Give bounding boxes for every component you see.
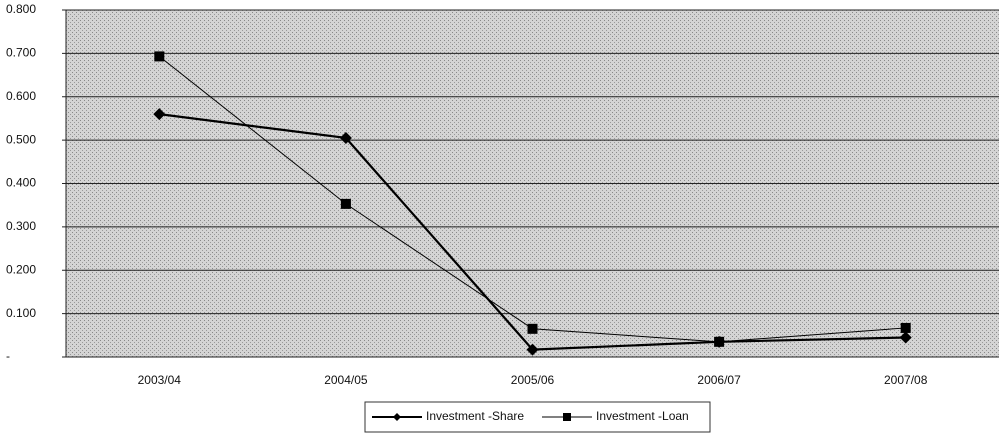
data-point (154, 51, 165, 62)
data-point (153, 108, 166, 121)
y-tick-label: 0.200 (6, 262, 36, 276)
y-tick-label: - (6, 349, 10, 363)
legend-label: Investment -Loan (596, 409, 689, 423)
y-tick-label: 0.800 (6, 2, 36, 16)
data-point (526, 343, 539, 356)
legend-label: Investment -Share (426, 409, 524, 423)
y-tick-label: 0.400 (6, 176, 36, 190)
data-point (714, 336, 725, 347)
x-tick-label: 2006/07 (697, 373, 741, 387)
y-tick-label: 0.600 (6, 89, 36, 103)
y-tick-label: 0.300 (6, 219, 36, 233)
legend-box (364, 401, 711, 433)
data-point (899, 331, 912, 344)
y-tick-label: 0.700 (6, 46, 36, 60)
x-tick-label: 2004/05 (324, 373, 368, 387)
x-tick-label: 2005/06 (511, 373, 555, 387)
data-point (527, 323, 538, 334)
x-tick-label: 2007/08 (884, 373, 928, 387)
legend-marker (563, 413, 571, 421)
data-point (900, 322, 911, 333)
y-tick-label: 0.500 (6, 132, 36, 146)
data-point (340, 198, 351, 209)
y-tick-label: 0.100 (6, 306, 36, 320)
legend-marker (393, 413, 401, 421)
x-tick-label: 2003/04 (138, 373, 182, 387)
data-point (339, 131, 352, 144)
